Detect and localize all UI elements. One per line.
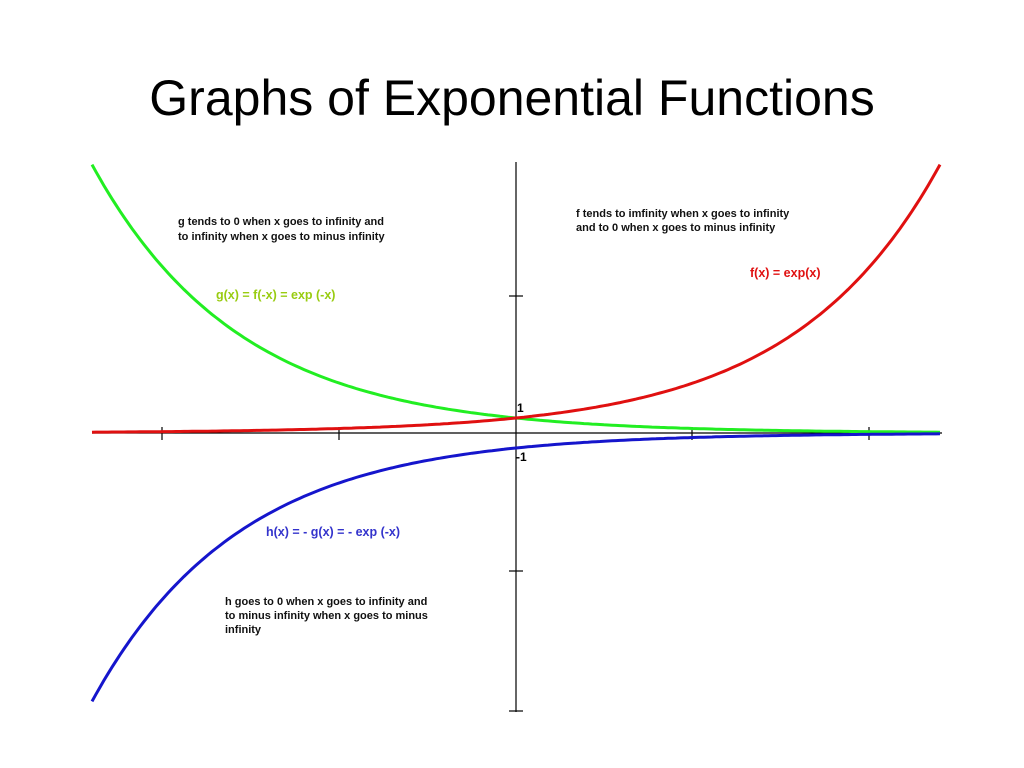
tick-label: -1 (516, 450, 527, 464)
note: g tends to 0 when x goes to infinity and (178, 216, 384, 228)
h-curve (90, 432, 941, 703)
note: infinity (225, 624, 262, 636)
title: Graphs of Exponential Functions (149, 70, 874, 126)
note: and to 0 when x goes to minus infinity (576, 222, 776, 234)
f-curve (91, 163, 942, 434)
g-label: g(x) = f(-x) = exp (-x) (216, 288, 335, 302)
axes (92, 162, 942, 712)
tick-label: 1 (517, 401, 524, 415)
note: to minus infinity when x goes to minus (225, 610, 428, 622)
h-label: h(x) = - g(x) = - exp (-x) (266, 525, 400, 539)
note: to infinity when x goes to minus infinit… (178, 231, 385, 243)
f-label: f(x) = exp(x) (750, 266, 821, 280)
note: h goes to 0 when x goes to infinity and (225, 596, 427, 608)
note: f tends to imfinity when x goes to infin… (576, 208, 790, 220)
